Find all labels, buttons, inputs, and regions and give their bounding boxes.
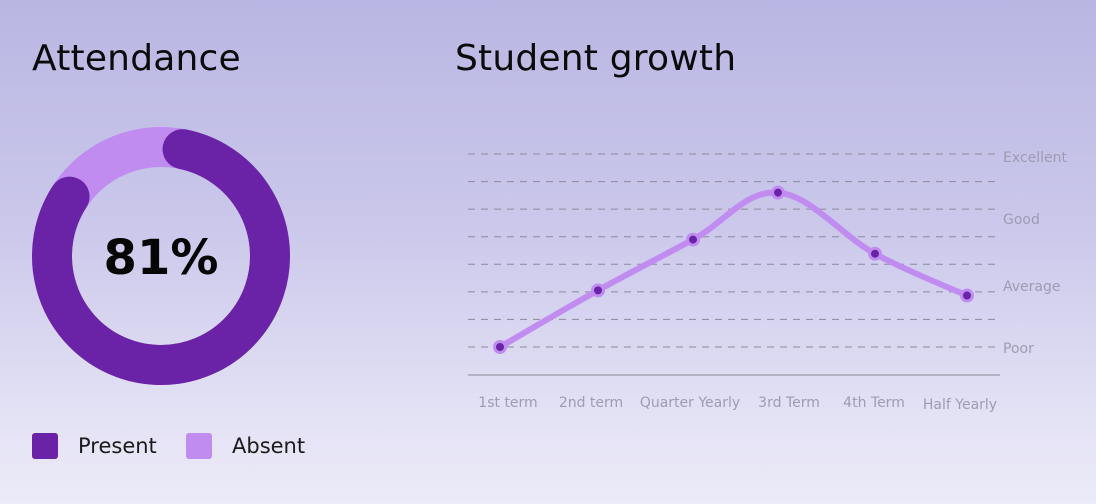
y-tick-label: Good bbox=[1003, 212, 1040, 228]
y-tick-label: Average bbox=[1003, 279, 1061, 295]
growth-data-points bbox=[493, 185, 974, 354]
y-tick-label: Excellent bbox=[1003, 150, 1067, 166]
x-tick-label: 1st term bbox=[478, 395, 537, 411]
legend-label-absent: Absent bbox=[232, 434, 306, 458]
x-tick-label: 4th Term bbox=[843, 395, 905, 411]
y-tick-label: Poor bbox=[1003, 341, 1034, 357]
data-point bbox=[686, 232, 700, 247]
student-growth-title: Student growth bbox=[455, 38, 737, 79]
y-tick-labels: Poor Average Good Excellent bbox=[1003, 150, 1067, 357]
x-tick-labels: 1st term 2nd term Quarter Yearly 3rd Term 4t… bbox=[478, 395, 997, 413]
attendance-donut-chart: 81% bbox=[32, 127, 290, 385]
legend-label-present: Present bbox=[78, 434, 157, 458]
legend-swatch-present bbox=[32, 433, 58, 459]
data-point bbox=[868, 246, 882, 261]
x-tick-label: Quarter Yearly bbox=[640, 395, 740, 411]
data-point bbox=[591, 283, 605, 298]
legend-swatch-absent bbox=[186, 433, 212, 459]
legend-item-absent: Absent bbox=[186, 432, 305, 460]
x-tick-label: 3rd Term bbox=[758, 395, 820, 411]
data-point bbox=[960, 288, 974, 303]
data-point bbox=[771, 185, 785, 200]
donut-present-arc bbox=[32, 129, 290, 385]
growth-series-line bbox=[497, 189, 970, 350]
data-point bbox=[493, 340, 507, 354]
x-tick-label: 2nd term bbox=[559, 395, 623, 411]
x-tick-label: Half Yearly bbox=[923, 397, 997, 413]
legend-item-present: Present bbox=[32, 432, 157, 460]
attendance-title: Attendance bbox=[32, 38, 241, 79]
attendance-percent-label: 81% bbox=[104, 230, 219, 286]
